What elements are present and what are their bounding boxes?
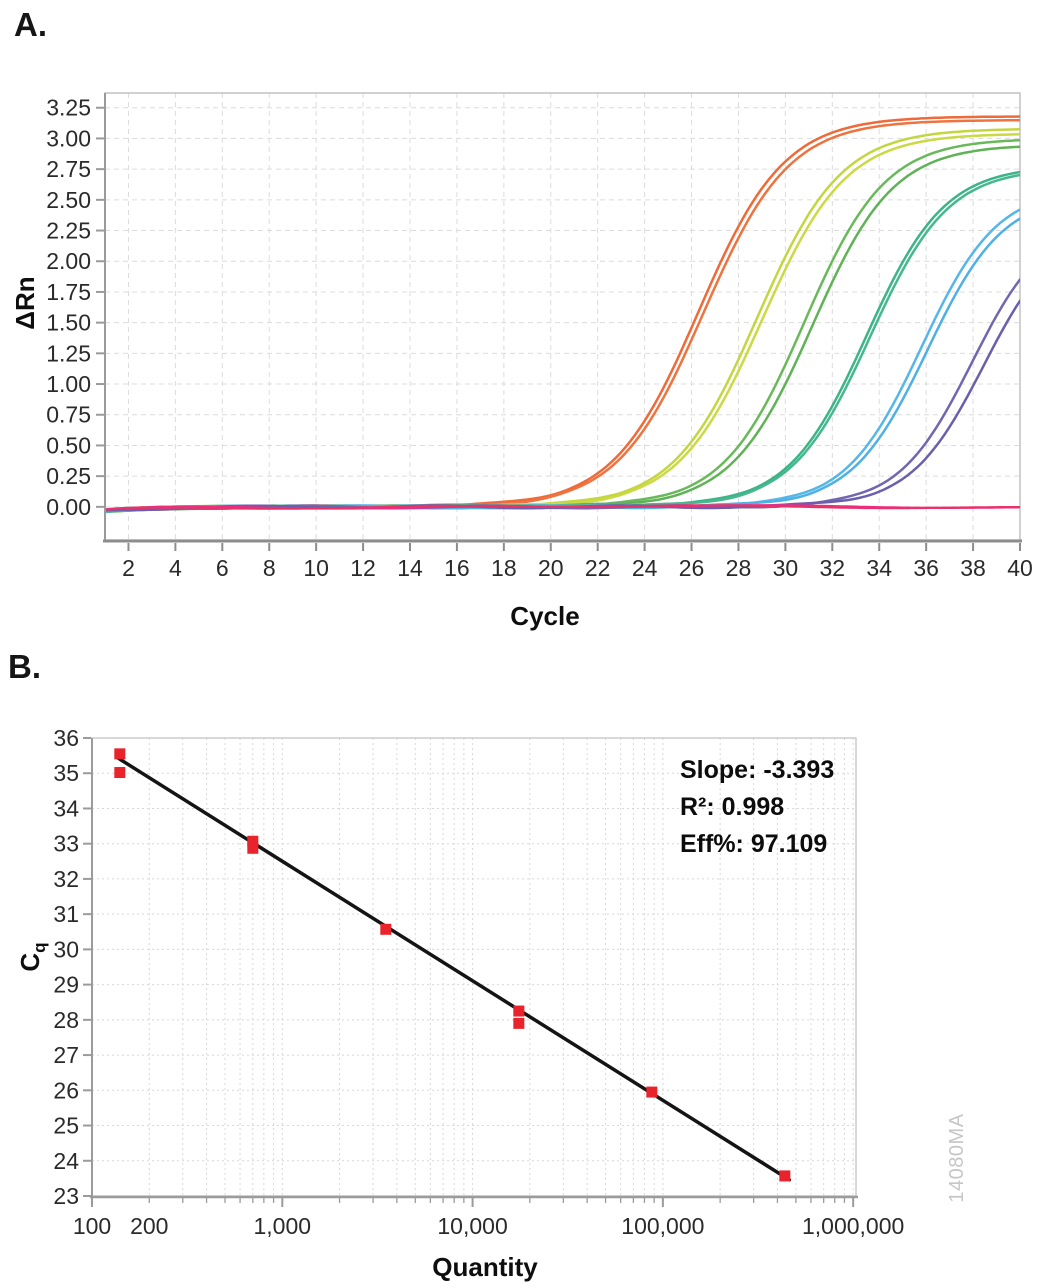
svg-text:18: 18 [491, 555, 517, 581]
svg-text:30: 30 [53, 936, 79, 962]
svg-text:34: 34 [866, 555, 892, 581]
svg-text:6: 6 [216, 555, 229, 581]
svg-text:32: 32 [53, 866, 79, 892]
svg-text:1,000,000: 1,000,000 [802, 1213, 904, 1239]
svg-text:23: 23 [53, 1183, 79, 1209]
svg-text:28: 28 [726, 555, 752, 581]
svg-text:2.50: 2.50 [46, 187, 91, 213]
svg-text:200: 200 [130, 1213, 168, 1239]
svg-text:100: 100 [73, 1213, 111, 1239]
svg-text:24: 24 [632, 555, 658, 581]
svg-text:2.75: 2.75 [46, 156, 91, 182]
svg-text:33: 33 [53, 831, 79, 857]
svg-text:100,000: 100,000 [621, 1213, 704, 1239]
svg-text:28: 28 [53, 1007, 79, 1033]
svg-text:40: 40 [1007, 555, 1033, 581]
svg-text:24: 24 [53, 1148, 79, 1174]
svg-text:26: 26 [679, 555, 705, 581]
r-squared-value: R²: 0.998 [680, 793, 785, 821]
svg-text:22: 22 [585, 555, 611, 581]
svg-text:10: 10 [303, 555, 329, 581]
panel-b-label: B. [8, 648, 41, 685]
svg-text:2.25: 2.25 [46, 218, 91, 244]
amplification-x-axis-title: Cycle [510, 601, 580, 631]
svg-text:1.00: 1.00 [46, 371, 91, 397]
svg-text:3.00: 3.00 [46, 125, 91, 151]
svg-text:26: 26 [53, 1077, 79, 1103]
svg-text:0.75: 0.75 [46, 402, 91, 428]
svg-text:30: 30 [773, 555, 799, 581]
svg-text:1.50: 1.50 [46, 310, 91, 336]
svg-text:32: 32 [820, 555, 846, 581]
svg-text:34: 34 [53, 795, 79, 821]
svg-text:16: 16 [444, 555, 470, 581]
amplification-plot: 2 4 6 8 10 12 14 16 18 20 22 24 26 28 30 32 34 36 38 400.00… [46, 92, 1033, 581]
svg-text:36: 36 [913, 555, 939, 581]
standard-curve-x-axis-title: Quantity [432, 1252, 538, 1282]
svg-text:29: 29 [53, 972, 79, 998]
svg-text:36: 36 [53, 725, 79, 751]
svg-text:31: 31 [53, 901, 79, 927]
standard-curve-y-axis-title: Cq [15, 915, 49, 999]
svg-text:14: 14 [397, 555, 423, 581]
svg-text:38: 38 [960, 555, 986, 581]
svg-text:1.75: 1.75 [46, 279, 91, 305]
figure-watermark: 14080MA [946, 1113, 968, 1203]
svg-text:2.00: 2.00 [46, 248, 91, 274]
svg-text:4: 4 [169, 555, 182, 581]
svg-text:3.25: 3.25 [46, 95, 91, 121]
slope-value: Slope: -3.393 [680, 756, 835, 784]
svg-text:0.25: 0.25 [46, 463, 91, 489]
fit-statistics: Slope: -3.393 R²: 0.998 Eff%: 97.109 [680, 752, 834, 863]
svg-text:1,000: 1,000 [254, 1213, 312, 1239]
amplification-y-axis-title: ΔRn [10, 276, 40, 330]
svg-text:8: 8 [263, 555, 276, 581]
svg-text:35: 35 [53, 760, 79, 786]
svg-text:1.25: 1.25 [46, 340, 91, 366]
panel-a-label: A. [14, 6, 47, 43]
svg-text:10,000: 10,000 [437, 1213, 507, 1239]
svg-text:0.00: 0.00 [46, 494, 91, 520]
cq-label-sub: q [30, 942, 50, 953]
svg-text:2: 2 [122, 555, 135, 581]
svg-text:27: 27 [53, 1042, 79, 1068]
svg-text:0.50: 0.50 [46, 432, 91, 458]
svg-text:20: 20 [538, 555, 564, 581]
svg-text:12: 12 [350, 555, 376, 581]
standard-curve-plot: 23 24 25 26 27 28 29 30 31 32 33 34 35 36 100 200 1,000 1… [53, 725, 904, 1239]
svg-text:25: 25 [53, 1113, 79, 1139]
efficiency-value: Eff%: 97.109 [680, 830, 828, 858]
cq-label-main: C [15, 952, 45, 972]
